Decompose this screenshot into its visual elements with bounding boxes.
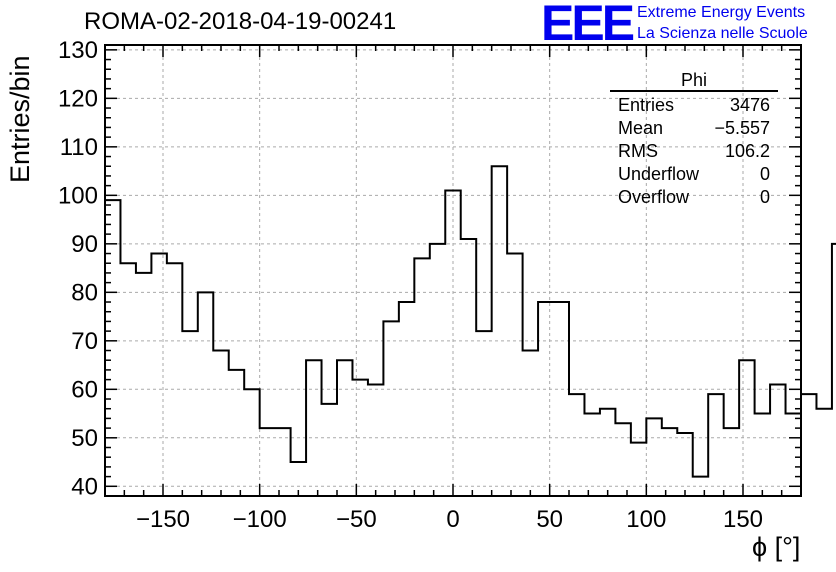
histogram-bin (399, 302, 414, 496)
histogram-bin (755, 414, 770, 496)
histogram-bin (244, 389, 259, 496)
stats-label: Entries (618, 95, 675, 115)
histogram-bin (198, 292, 213, 496)
histogram-bin (151, 254, 166, 496)
stats-label: Underflow (618, 164, 700, 184)
histogram-bin (662, 428, 677, 496)
histogram-bin (182, 331, 197, 496)
histogram-bin (739, 360, 754, 496)
logo-line-2: La Scienza nelle Scuole (637, 25, 808, 42)
histogram-bin (507, 254, 522, 496)
chart-title: ROMA-02-2018-04-19-00241 (84, 8, 397, 35)
stats-label: RMS (618, 141, 658, 161)
histogram-bin (275, 428, 290, 496)
y-tick-label: 50 (71, 425, 98, 452)
stats-label: Mean (618, 118, 664, 138)
x-tick-label: 100 (626, 506, 666, 533)
histogram-bin (677, 433, 692, 496)
stats-row-overflow: Overflow 0 (610, 186, 778, 209)
x-tick-label: −150 (136, 506, 190, 533)
histogram-bin (569, 394, 584, 496)
histogram-bars (105, 165, 836, 496)
histogram-bin (724, 428, 739, 496)
y-tick-label: 120 (58, 85, 98, 112)
histogram-bin (430, 244, 445, 496)
histogram-bin (167, 263, 182, 496)
stats-title: Phi (680, 70, 707, 90)
stats-box: Phi Entries 3476 Mean −5.557 RMS 106.2 U… (610, 70, 778, 209)
histogram-bin (646, 418, 661, 496)
y-tick-label: 40 (71, 473, 98, 500)
stats-label: Overflow (618, 187, 690, 207)
histogram-bin (337, 360, 352, 496)
histogram-bin (322, 404, 337, 496)
x-tick-label: −100 (233, 506, 287, 533)
y-tick-label: 60 (71, 376, 98, 403)
histogram-bin (615, 423, 630, 496)
histogram-bin (631, 443, 646, 496)
y-tick-label: 100 (58, 182, 98, 209)
histogram-bin (584, 414, 599, 496)
stats-value: 106.2 (724, 141, 770, 161)
x-tick-label: 0 (446, 506, 459, 533)
stats-value: 0 (759, 187, 770, 207)
stats-row-underflow: Underflow 0 (610, 163, 778, 186)
stats-row-rms: RMS 106.2 (610, 140, 778, 163)
stats-row-entries: Entries 3476 (610, 94, 778, 117)
x-axis-ticks: −150 −100 −50 0 50 100 150 (123, 45, 802, 533)
stats-row-mean: Mean −5.557 (610, 117, 778, 140)
histogram-bin (786, 414, 801, 496)
histogram-bin (461, 239, 476, 496)
y-axis-label: Entries/bin (5, 55, 35, 183)
eee-logo: EEE (541, 0, 635, 51)
histogram-bin (538, 302, 553, 496)
histogram-bin (136, 273, 151, 496)
y-tick-label: 130 (58, 37, 98, 64)
histogram-outline (105, 165, 836, 478)
stats-value: −5.557 (714, 118, 770, 138)
histogram-bin (554, 302, 569, 496)
stats-value: 3476 (729, 95, 770, 115)
histogram-bin (229, 370, 244, 496)
stats-divider (610, 90, 778, 92)
histogram-bin (816, 409, 831, 496)
y-tick-label: 110 (60, 134, 98, 161)
histogram-bin (708, 394, 723, 496)
histogram-bin (770, 384, 785, 496)
histogram-bin (260, 428, 275, 496)
stats-value: 0 (759, 164, 770, 184)
histogram-bin (801, 394, 816, 496)
histogram-bin (306, 360, 321, 496)
y-axis-ticks: 40 50 60 70 80 90 100 110 120 130 (58, 37, 801, 500)
logo-line-1: Extreme Energy Events (637, 4, 806, 21)
x-tick-label: −50 (336, 506, 377, 533)
histogram-bin (414, 258, 429, 496)
x-tick-label: 150 (723, 506, 763, 533)
histogram-bin (492, 166, 507, 496)
histogram-bin (832, 244, 836, 496)
histogram-bin (693, 477, 708, 496)
histogram-bin (383, 321, 398, 496)
x-axis-label: ϕ [°] (752, 532, 801, 562)
histogram-bin (523, 351, 538, 496)
histogram-bin (476, 331, 491, 496)
y-tick-label: 70 (71, 328, 98, 355)
histogram-bin (213, 351, 228, 496)
histogram-bin (352, 380, 367, 496)
y-tick-label: 90 (71, 231, 98, 258)
x-tick-label: 50 (536, 506, 563, 533)
y-tick-label: 80 (71, 279, 98, 306)
histogram-bin (600, 409, 615, 496)
histogram-bin (120, 263, 135, 496)
histogram-bin (445, 190, 460, 496)
histogram-bin (368, 384, 383, 496)
